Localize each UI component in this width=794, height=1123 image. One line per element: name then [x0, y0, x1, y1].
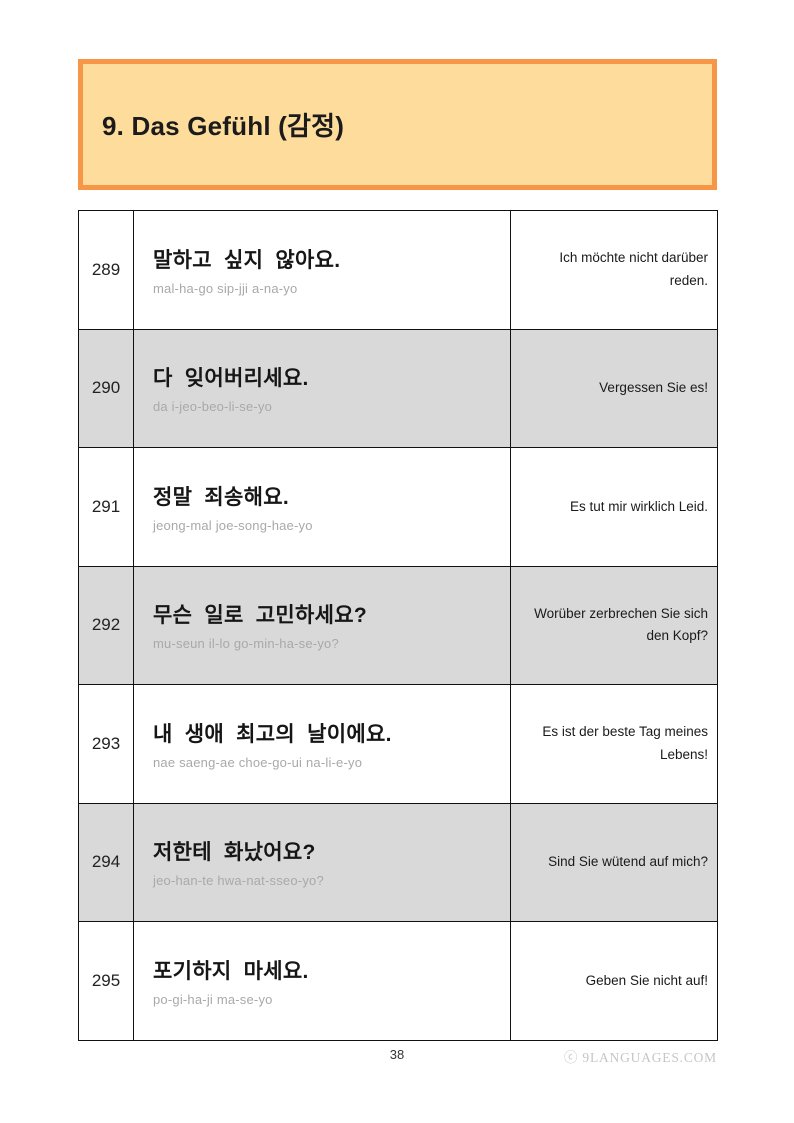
- korean-phrase: 무슨 일로 고민하세요?: [153, 604, 367, 628]
- romanization: mu-seun il-lo go-min-ha-se-yo?: [153, 636, 339, 652]
- table-row: 291 정말 죄송해요. jeong-mal joe-song-hae-yo E…: [78, 447, 718, 567]
- page-number: 38: [389, 1047, 405, 1062]
- korean-phrase: 정말 죄송해요.: [153, 485, 289, 509]
- phrase-number: 291: [91, 496, 121, 516]
- german-translation: Geben Sie nicht auf!: [585, 972, 708, 988]
- table-row: 295 포기하지 마세요. po-gi-ha-ji ma-se-yo Geben…: [78, 921, 718, 1041]
- phrase-table: 289 말하고 싶지 않아요. mal-ha-go sip-jji a-na-y…: [78, 210, 718, 1041]
- chapter-title: 9. Das Gefühl (감정): [102, 111, 345, 141]
- german-translation: Sind Sie wütend auf mich?: [548, 854, 708, 870]
- german-translation: Vergessen Sie es!: [599, 380, 708, 396]
- romanization: po-gi-ha-ji ma-se-yo: [153, 991, 273, 1007]
- romanization: da i-jeo-beo-li-se-yo: [153, 399, 273, 415]
- romanization: jeo-han-te hwa-nat-sseo-yo?: [153, 873, 324, 889]
- chapter-header-box: 9. Das Gefühl (감정): [78, 59, 717, 190]
- romanization: nae saeng-ae choe-go-ui na-li-e-yo: [153, 754, 363, 770]
- table-row: 290 다 잊어버리세요. da i-jeo-beo-li-se-yo Verg…: [78, 328, 718, 448]
- phrase-number: 295: [91, 970, 121, 990]
- german-translation: Worüber zerbrechen Sie sich den Kopf?: [534, 605, 708, 644]
- phrase-number: 292: [91, 615, 121, 635]
- german-translation: Es ist der beste Tag meines Lebens!: [542, 724, 708, 762]
- table-row: 293 내 생애 최고의 날이에요. nae saeng-ae choe-go-…: [78, 684, 718, 804]
- german-translation: Ich möchte nicht darüber reden.: [559, 250, 708, 288]
- table-row: 294 저한테 화났어요? jeo-han-te hwa-nat-sseo-yo…: [78, 802, 718, 922]
- korean-phrase: 포기하지 마세요.: [153, 959, 309, 983]
- table-row: 292 무슨 일로 고민하세요? mu-seun il-lo go-min-ha…: [78, 565, 718, 685]
- copyright-notice: ⓒ 9LANGUAGES.COM: [563, 1050, 717, 1065]
- korean-phrase: 내 생애 최고의 날이에요.: [153, 722, 392, 746]
- romanization: mal-ha-go sip-jji a-na-yo: [153, 280, 298, 296]
- phrase-number: 293: [91, 733, 121, 753]
- romanization: jeong-mal joe-song-hae-yo: [153, 517, 313, 533]
- german-translation: Es tut mir wirklich Leid.: [569, 498, 708, 514]
- phrase-number: 294: [91, 852, 121, 872]
- phrase-number: 289: [91, 259, 121, 279]
- korean-phrase: 다 잊어버리세요.: [153, 367, 309, 391]
- table-row: 289 말하고 싶지 않아요. mal-ha-go sip-jji a-na-y…: [78, 210, 718, 330]
- korean-phrase: 말하고 싶지 않아요.: [153, 248, 341, 272]
- korean-phrase: 저한테 화났어요?: [153, 841, 316, 865]
- phrase-number: 290: [91, 378, 121, 398]
